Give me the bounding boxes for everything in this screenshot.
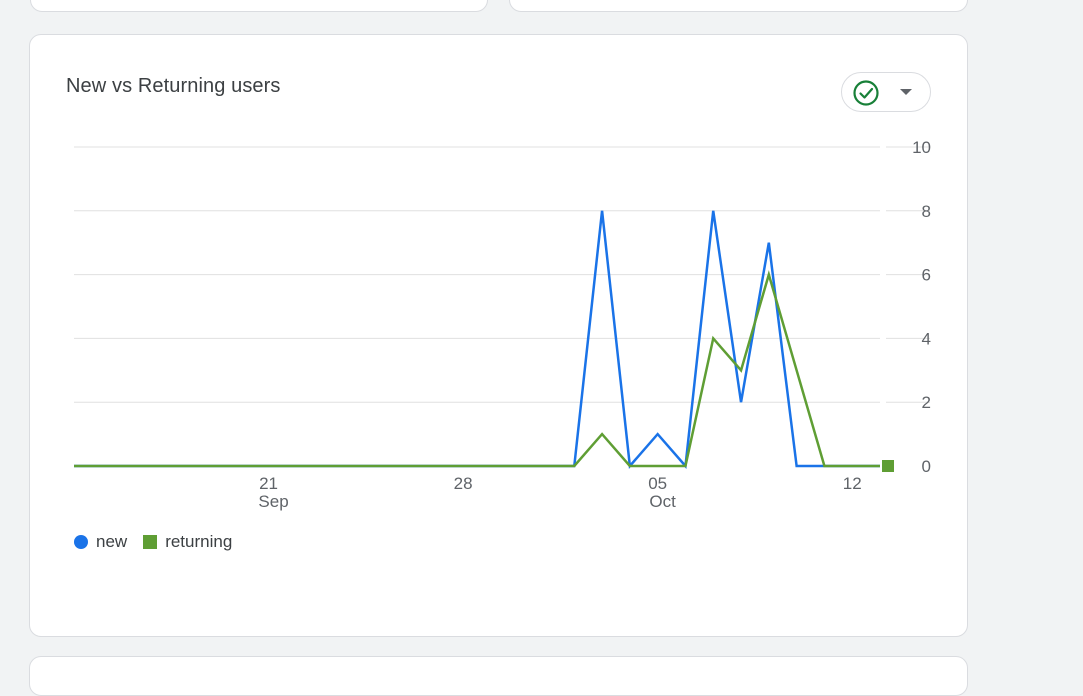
legend-label-returning: returning	[165, 532, 233, 551]
bottom-card	[29, 656, 968, 696]
top-right-card	[509, 0, 968, 12]
x-tick-label-12: 12	[843, 474, 862, 493]
x-tick-label-05: 05	[648, 474, 667, 493]
x-tick-sublabel-Oct: Oct	[649, 492, 676, 511]
y-tick-label-4: 4	[922, 329, 931, 348]
x-tick-label-28: 28	[454, 474, 473, 493]
legend-label-new: new	[96, 532, 128, 551]
check-circle-icon	[853, 80, 879, 106]
y-tick-label-2: 2	[922, 393, 931, 412]
series-line-returning	[74, 270, 880, 468]
legend-item-new[interactable]: new	[74, 532, 127, 552]
series-end-marker-returning	[882, 460, 894, 472]
y-tick-label-10: 10	[912, 138, 931, 157]
top-left-card	[30, 0, 488, 12]
y-tick-label-8: 8	[922, 202, 931, 221]
legend-swatch-new	[74, 535, 88, 549]
legend-swatch-returning	[143, 535, 158, 549]
x-tick-label-21: 21	[259, 474, 278, 493]
y-tick-label-0: 0	[922, 457, 931, 476]
comparison-filter-button[interactable]	[841, 72, 931, 112]
card-title: New vs Returning users	[66, 75, 281, 97]
y-tick-label-6: 6	[922, 266, 931, 285]
caret-down-icon[interactable]	[900, 89, 912, 95]
legend-item-returning[interactable]: returning	[143, 532, 232, 552]
chart-legend: new returning	[74, 532, 248, 552]
new-vs-returning-card: New vs Returning users 0 2 4 6 8 10 21 Sep 28 05 O…	[29, 34, 968, 637]
x-tick-sublabel-Sep: Sep	[258, 492, 288, 511]
